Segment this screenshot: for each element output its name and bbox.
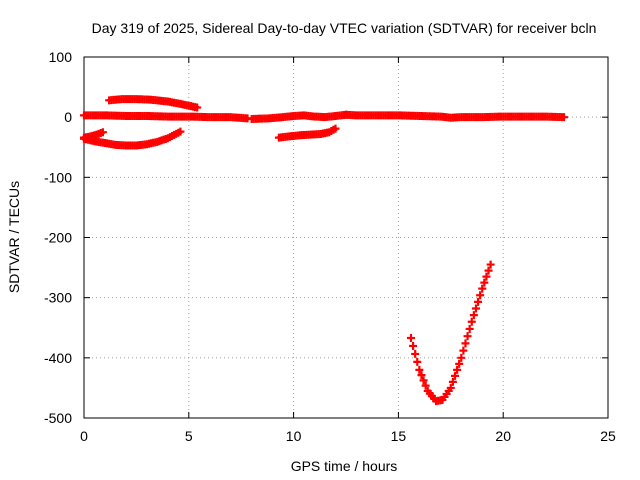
plus-point [467,317,476,326]
plus-point [476,291,485,300]
chart-title: Day 319 of 2025, Sidereal Day-to-day VTE… [92,20,597,36]
series-points [105,95,202,112]
series-points [80,111,252,123]
plus-point [482,272,491,281]
x-tick-label: 5 [185,428,193,444]
plus-point [469,311,478,320]
plus-point [419,376,428,385]
plus-point [415,365,424,374]
x-tick-label: 20 [495,428,511,444]
plus-point [457,353,466,362]
plus-point [409,341,418,350]
plus-point [463,332,472,341]
x-tick-label: 25 [600,428,616,444]
axis-ticks: 0 5 10 15 20 25 -500 -400 -300 -200 -100 0 100 [44,49,616,444]
plus-point [465,324,474,333]
plus-point [98,128,107,137]
plus-point [193,103,202,112]
plus-point [480,278,489,287]
y-tick-label: -500 [44,410,72,426]
x-tick-label: 0 [80,428,88,444]
plus-point [486,260,495,269]
plus-point [176,127,185,136]
plus-point [474,297,483,306]
plus-point [461,339,470,348]
y-tick-label: -100 [44,169,72,185]
x-axis-label: GPS time / hours [291,458,398,474]
series-points [274,124,340,142]
series-points [80,127,185,150]
plus-point [478,284,487,293]
plus-point [471,304,480,313]
plus-point [331,124,340,133]
y-tick-label: 0 [64,109,72,125]
plus-point [448,377,457,386]
plus-point [417,371,426,380]
plus-point [459,346,468,355]
y-axis-label: SDTVAR / TECUs [6,181,22,293]
plus-point [455,359,464,368]
plus-point [446,383,455,392]
plus-point [559,113,568,122]
plus-point [450,371,459,380]
plus-point [411,349,420,358]
series-points [342,110,568,122]
plus-point [453,365,462,374]
series-points [247,110,350,123]
plus-point [413,357,422,366]
data-marks [80,95,568,406]
y-tick-label: 100 [49,49,73,65]
series-points [80,128,107,142]
plus-point [406,333,415,342]
series-points [406,260,495,406]
x-tick-label: 10 [286,428,302,444]
x-tick-label: 15 [391,428,407,444]
plus-point [484,266,493,275]
y-tick-label: -200 [44,230,72,246]
plus-point [421,381,430,390]
y-tick-label: -300 [44,290,72,306]
y-tick-label: -400 [44,350,72,366]
